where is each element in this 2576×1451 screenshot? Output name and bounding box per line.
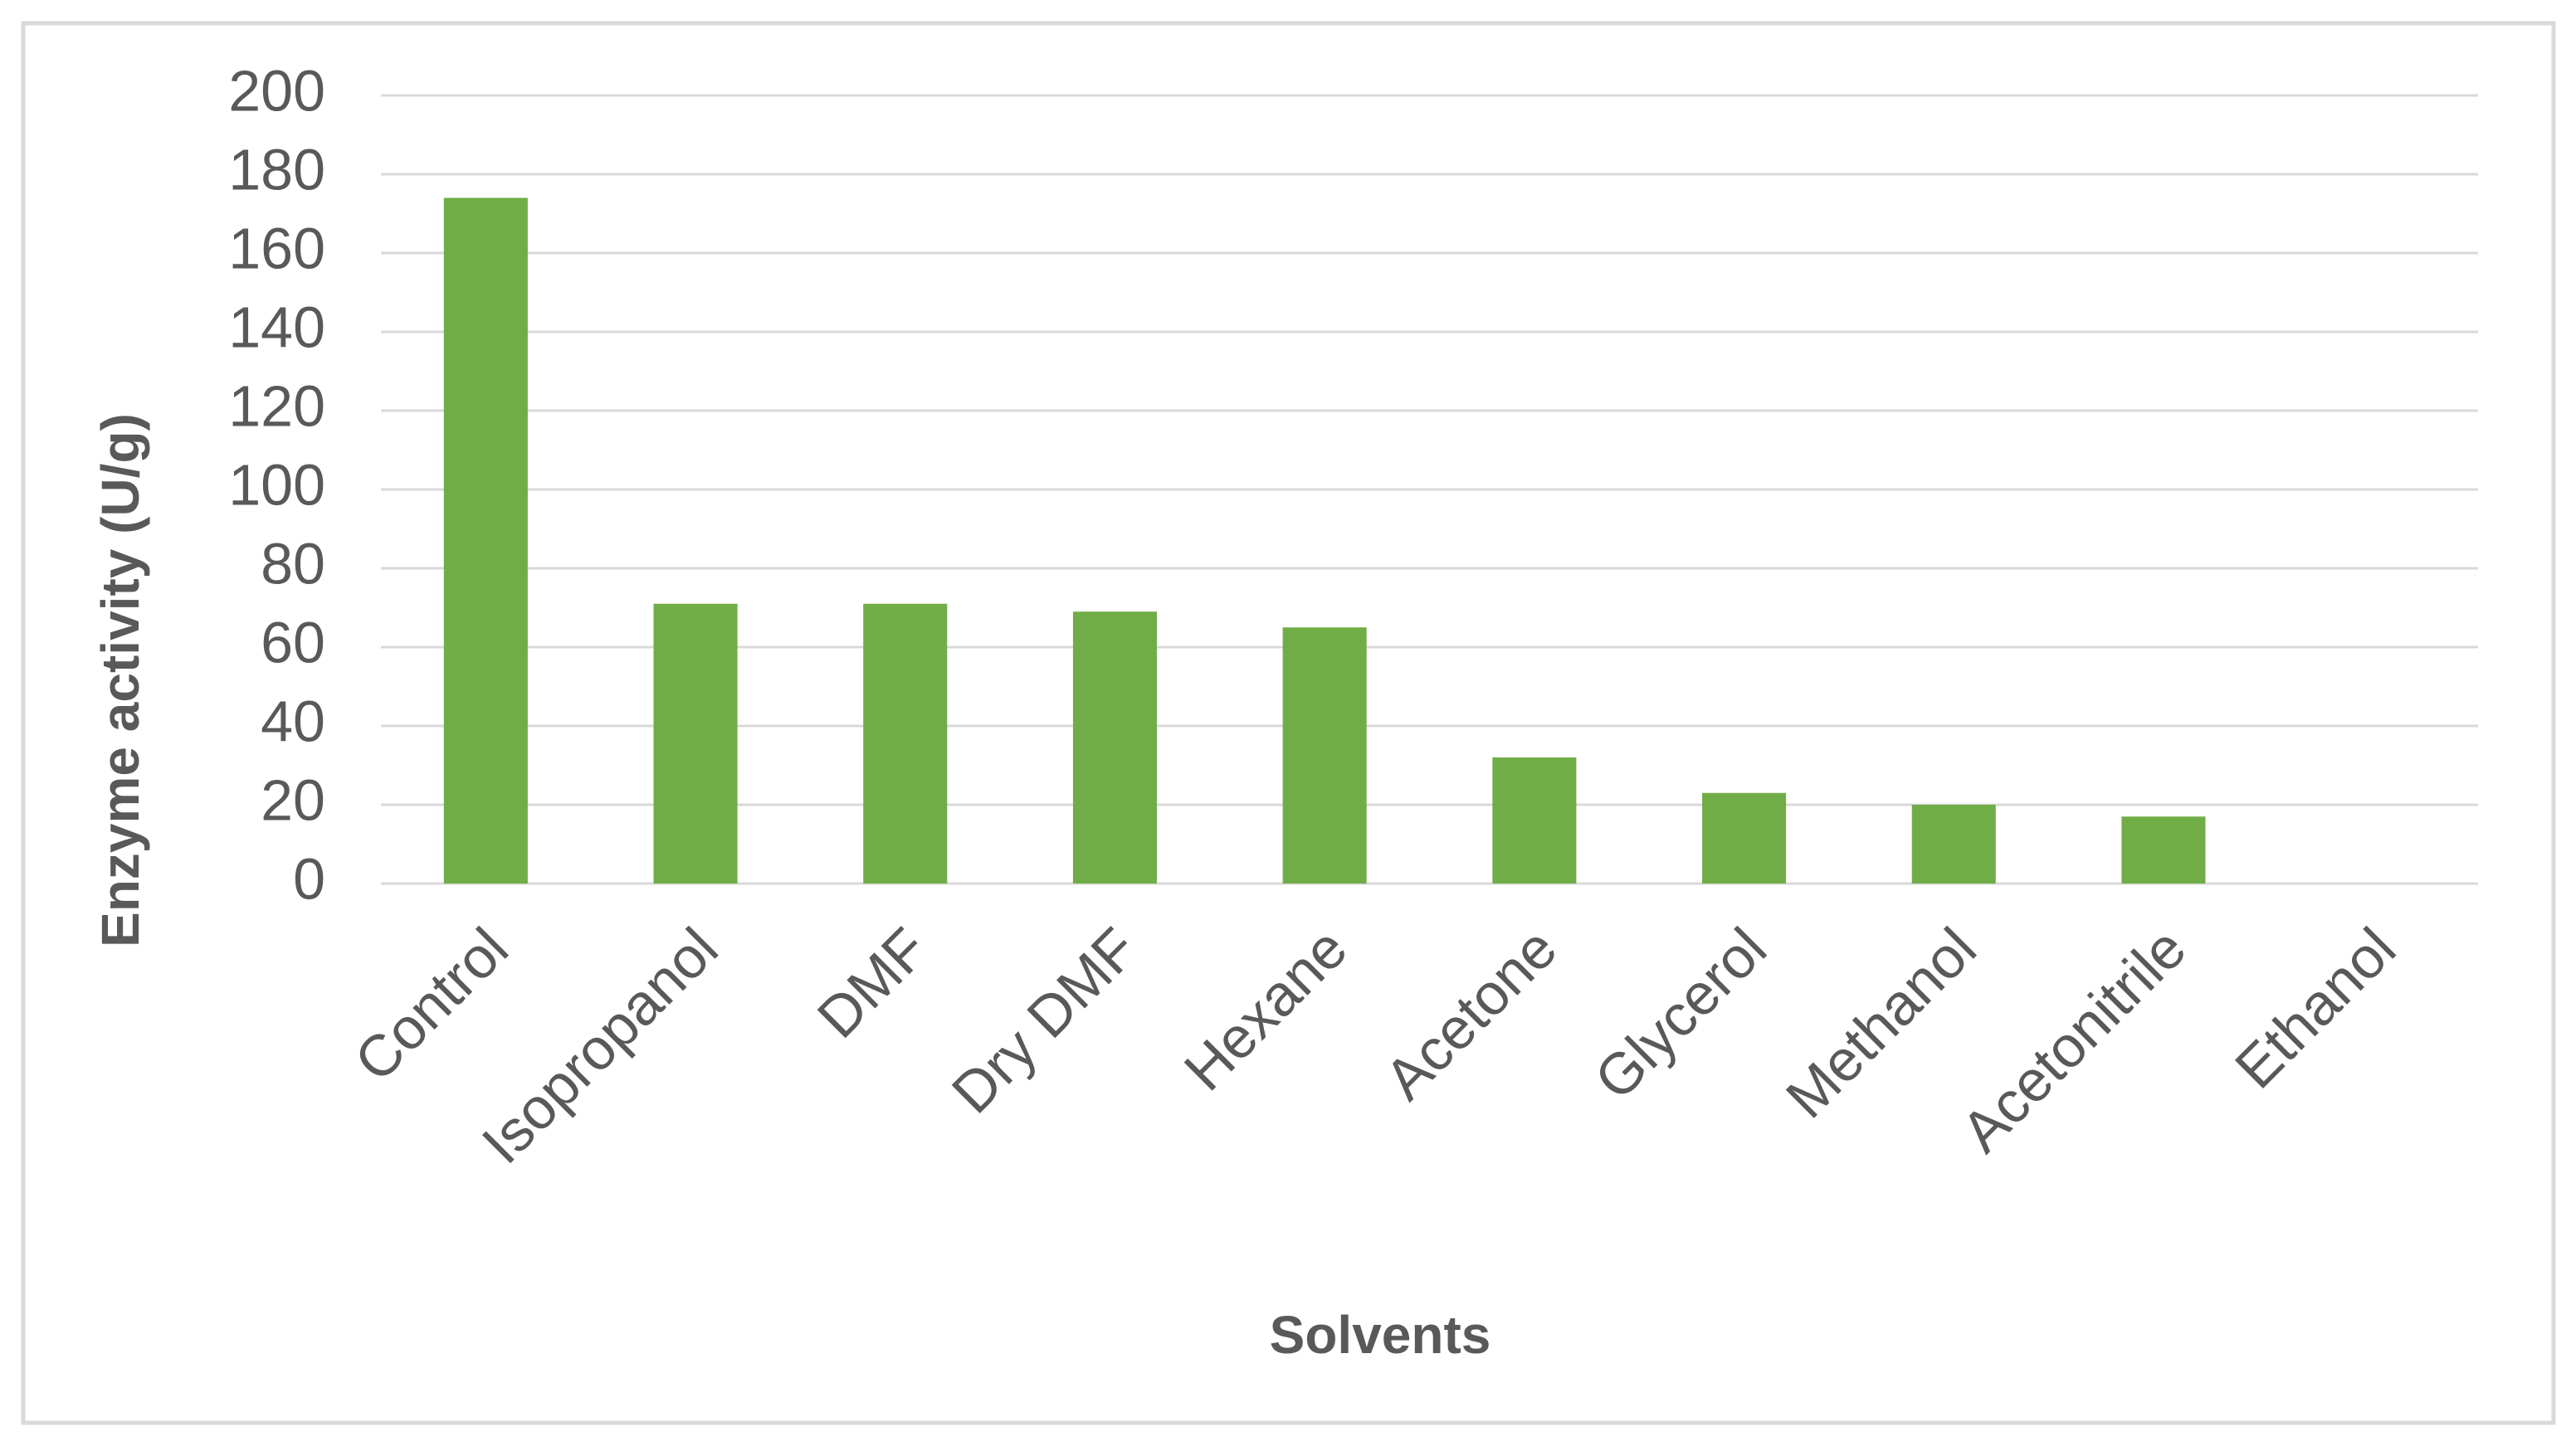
bar [653, 603, 738, 884]
y-tick-label: 120 [228, 373, 325, 438]
y-axis-title: Enzyme activity (U/g) [90, 413, 150, 947]
y-tick-label: 60 [261, 610, 325, 674]
y-tick-label: 0 [293, 846, 325, 911]
y-tick-label: 100 [228, 452, 325, 517]
y-tick-label: 140 [228, 295, 325, 359]
y-tick-label: 40 [261, 689, 325, 753]
y-tick-label: 180 [228, 137, 325, 202]
y-tick-label: 80 [261, 531, 325, 596]
bar [1492, 757, 1577, 884]
y-tick-label: 20 [261, 767, 325, 832]
y-tick-label: 160 [228, 216, 325, 280]
bar [1702, 792, 1787, 884]
bar [1911, 805, 1996, 884]
bar [1282, 627, 1367, 884]
bar [863, 603, 948, 884]
x-axis-title: Solvents [1270, 1305, 1491, 1365]
bar [443, 197, 528, 884]
bar [1072, 611, 1157, 884]
y-tick-label: 200 [228, 58, 325, 123]
bar [2121, 816, 2206, 884]
